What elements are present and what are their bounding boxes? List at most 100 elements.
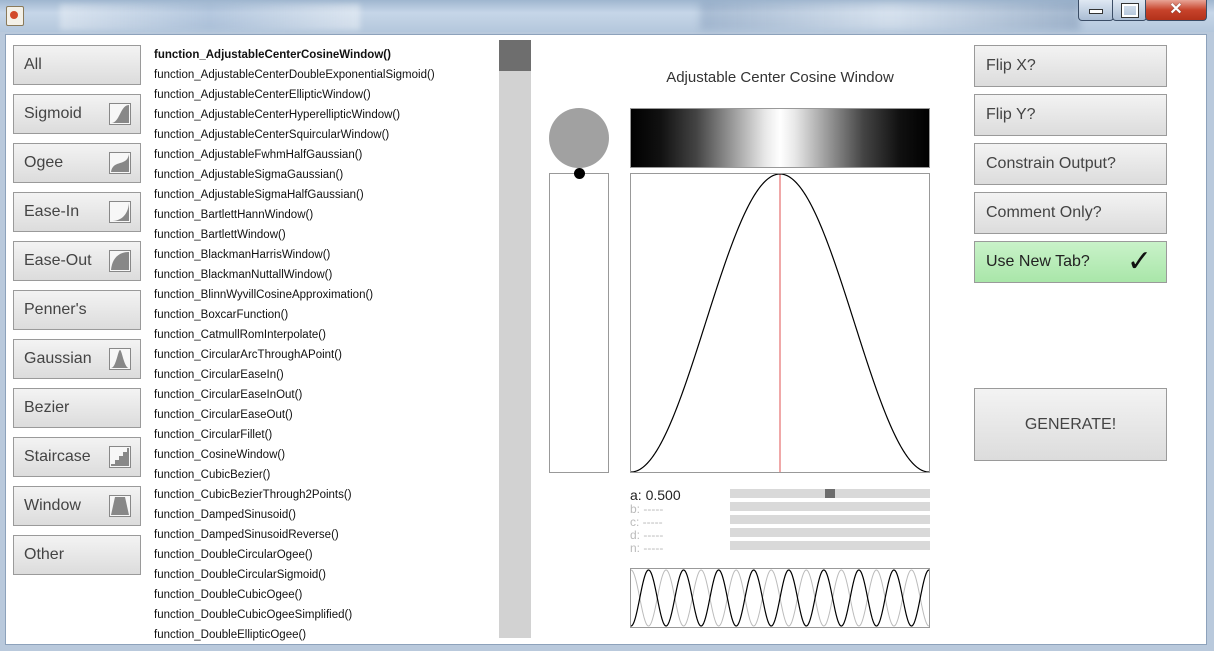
ease-in-icon [109, 201, 131, 223]
category-button-ogee[interactable]: Ogee [13, 143, 141, 183]
parameter-slider-thumb[interactable] [825, 489, 835, 498]
staircase-icon [109, 446, 131, 468]
option-toggle-constrain-output[interactable]: Constrain Output? [974, 143, 1167, 185]
output-value-track [549, 173, 609, 473]
parameter-slider-track[interactable] [730, 502, 930, 511]
function-list-item[interactable]: function_AdjustableCenterEllipticWindow(… [154, 89, 371, 101]
ease-out-icon [109, 250, 131, 272]
option-label: Flip X? [986, 57, 1036, 74]
function-list-item[interactable]: function_BartlettWindow() [154, 229, 286, 241]
generate-button[interactable]: GENERATE! [974, 388, 1167, 461]
function-list-item[interactable]: function_AdjustableCenterDoubleExponenti… [154, 69, 435, 81]
category-label: Bezier [24, 399, 70, 416]
function-list-item[interactable]: function_DoubleCubicOgeeSimplified() [154, 609, 353, 621]
window-icon [109, 495, 131, 517]
option-toggle-flip-x[interactable]: Flip X? [974, 45, 1167, 87]
function-list-item[interactable]: function_AdjustableCenterCosineWindow() [154, 49, 391, 61]
option-label: Flip Y? [986, 106, 1036, 123]
parameter-label: n: ----- [630, 541, 664, 555]
parameter-row: d: ----- [630, 528, 930, 542]
function-list-item[interactable]: function_DampedSinusoid() [154, 509, 296, 521]
function-list-item[interactable]: function_BartlettHannWindow() [154, 209, 314, 221]
titlebar-background-blur [60, 4, 360, 30]
close-button[interactable]: ✕ [1145, 0, 1207, 21]
category-button-staircase[interactable]: Staircase [13, 437, 141, 477]
parameter-slider-track[interactable] [730, 541, 930, 550]
java-app-icon[interactable] [6, 6, 24, 26]
category-button-window[interactable]: Window [13, 486, 141, 526]
function-list-item[interactable]: function_CircularFillet() [154, 429, 273, 441]
function-list-item[interactable]: function_BlackmanHarrisWindow() [154, 249, 331, 261]
parameter-label: d: ----- [630, 528, 664, 542]
category-button-gaussian[interactable]: Gaussian [13, 339, 141, 379]
function-list-item[interactable]: function_AdjustableFwhmHalfGaussian() [154, 149, 363, 161]
parameter-slider-track[interactable] [730, 528, 930, 537]
function-list-item[interactable]: function_DoubleCubicOgee() [154, 589, 303, 601]
animation-preview-canvas [630, 569, 930, 627]
sigmoid-icon [109, 103, 131, 125]
maximize-icon [1120, 3, 1139, 18]
app-client-area: All Sigmoid Ogee Ease-In Ease-Out Penner's Gau… [5, 34, 1207, 645]
function-plot[interactable] [630, 173, 930, 473]
window-title-bar[interactable]: ✕ [0, 0, 1214, 32]
option-toggle-flip-y[interactable]: Flip Y? [974, 94, 1167, 136]
parameter-label: b: ----- [630, 502, 664, 516]
category-button-penners[interactable]: Penner's [13, 290, 141, 330]
minimize-icon [1089, 9, 1103, 14]
function-list-scrollbar[interactable] [499, 40, 531, 638]
category-label: All [24, 56, 42, 73]
option-label: Comment Only? [986, 204, 1102, 221]
function-list-item[interactable]: function_CubicBezier() [154, 469, 271, 481]
category-button-easein[interactable]: Ease-In [13, 192, 141, 232]
function-list-item[interactable]: function_CircularEaseInOut() [154, 389, 303, 401]
function-list-item[interactable]: function_CatmullRomInterpolate() [154, 329, 326, 341]
function-list-item[interactable]: function_CosineWindow() [154, 449, 286, 461]
minimize-button[interactable] [1078, 0, 1114, 21]
category-label: Sigmoid [24, 105, 82, 122]
checkmark-icon: ✓ [1126, 245, 1152, 278]
function-curve [631, 174, 929, 472]
function-list-item[interactable]: function_CircularEaseOut() [154, 409, 293, 421]
option-label: Use New Tab? [986, 253, 1090, 270]
parameter-row: n: ----- [630, 541, 930, 555]
ogee-icon [109, 152, 131, 174]
scrollbar-thumb[interactable] [499, 40, 531, 71]
category-button-other[interactable]: Other [13, 535, 141, 575]
function-list-item[interactable]: function_BlackmanNuttallWindow() [154, 269, 333, 281]
category-button-easeout[interactable]: Ease-Out [13, 241, 141, 281]
option-label: Constrain Output? [986, 155, 1116, 172]
function-list-item[interactable]: function_DoubleCircularOgee() [154, 549, 313, 561]
parameter-label: a: 0.500 [630, 487, 681, 503]
option-toggle-use-new-tab[interactable]: Use New Tab? ✓ [974, 241, 1167, 283]
parameter-slider-track[interactable] [730, 489, 930, 498]
function-list-item[interactable]: function_BoxcarFunction() [154, 309, 289, 321]
plot-canvas [631, 174, 929, 472]
function-list-item[interactable]: function_CubicBezierThrough2Points() [154, 489, 352, 501]
function-list-item[interactable]: function_CircularEaseIn() [154, 369, 284, 381]
function-list-item[interactable]: function_AdjustableSigmaGaussian() [154, 169, 344, 181]
function-list-item[interactable]: function_CircularArcThroughAPoint() [154, 349, 342, 361]
output-value-dot [574, 168, 585, 179]
category-button-sigmoid[interactable]: Sigmoid [13, 94, 141, 134]
category-label: Staircase [24, 448, 91, 465]
parameter-sliders: a: 0.500 b: ----- c: ----- d: ----- n: ----- [630, 487, 930, 555]
function-list-item[interactable]: function_AdjustableCenterHyperellipticWi… [154, 109, 401, 121]
maximize-button[interactable] [1112, 0, 1147, 21]
function-gradient-preview [630, 108, 930, 168]
output-value-circle [549, 108, 609, 168]
function-list-item[interactable]: function_DampedSinusoidReverse() [154, 529, 339, 541]
function-list[interactable]: function_AdjustableCenterCosineWindow()f… [154, 45, 494, 641]
function-list-item[interactable]: function_AdjustableCenterSquircularWindo… [154, 129, 390, 141]
category-label: Window [24, 497, 81, 514]
category-button-all[interactable]: All [13, 45, 141, 85]
graph-title: Adjustable Center Cosine Window [666, 69, 894, 86]
function-list-item[interactable]: function_AdjustableSigmaHalfGaussian() [154, 189, 364, 201]
function-list-item[interactable]: function_BlinnWyvillCosineApproximation(… [154, 289, 374, 301]
category-label: Gaussian [24, 350, 92, 367]
parameter-row: b: ----- [630, 502, 930, 516]
function-list-item[interactable]: function_DoubleCircularSigmoid() [154, 569, 326, 581]
function-list-item[interactable]: function_DoubleEllipticOgee() [154, 629, 307, 641]
category-button-bezier[interactable]: Bezier [13, 388, 141, 428]
option-toggle-comment-only[interactable]: Comment Only? [974, 192, 1167, 234]
parameter-slider-track[interactable] [730, 515, 930, 524]
